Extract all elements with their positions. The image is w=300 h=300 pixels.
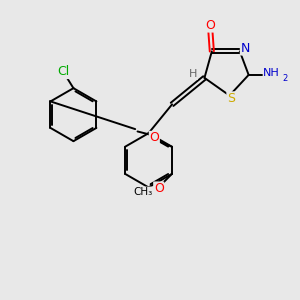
Text: O: O [149, 131, 159, 144]
Text: CH₃: CH₃ [133, 187, 152, 197]
Text: H: H [189, 69, 197, 79]
Text: S: S [227, 92, 235, 105]
Text: 2: 2 [282, 74, 287, 83]
Text: O: O [154, 182, 164, 195]
Text: NH: NH [263, 68, 280, 78]
Text: Cl: Cl [57, 65, 69, 79]
Text: O: O [206, 19, 215, 32]
Text: N: N [240, 42, 250, 55]
